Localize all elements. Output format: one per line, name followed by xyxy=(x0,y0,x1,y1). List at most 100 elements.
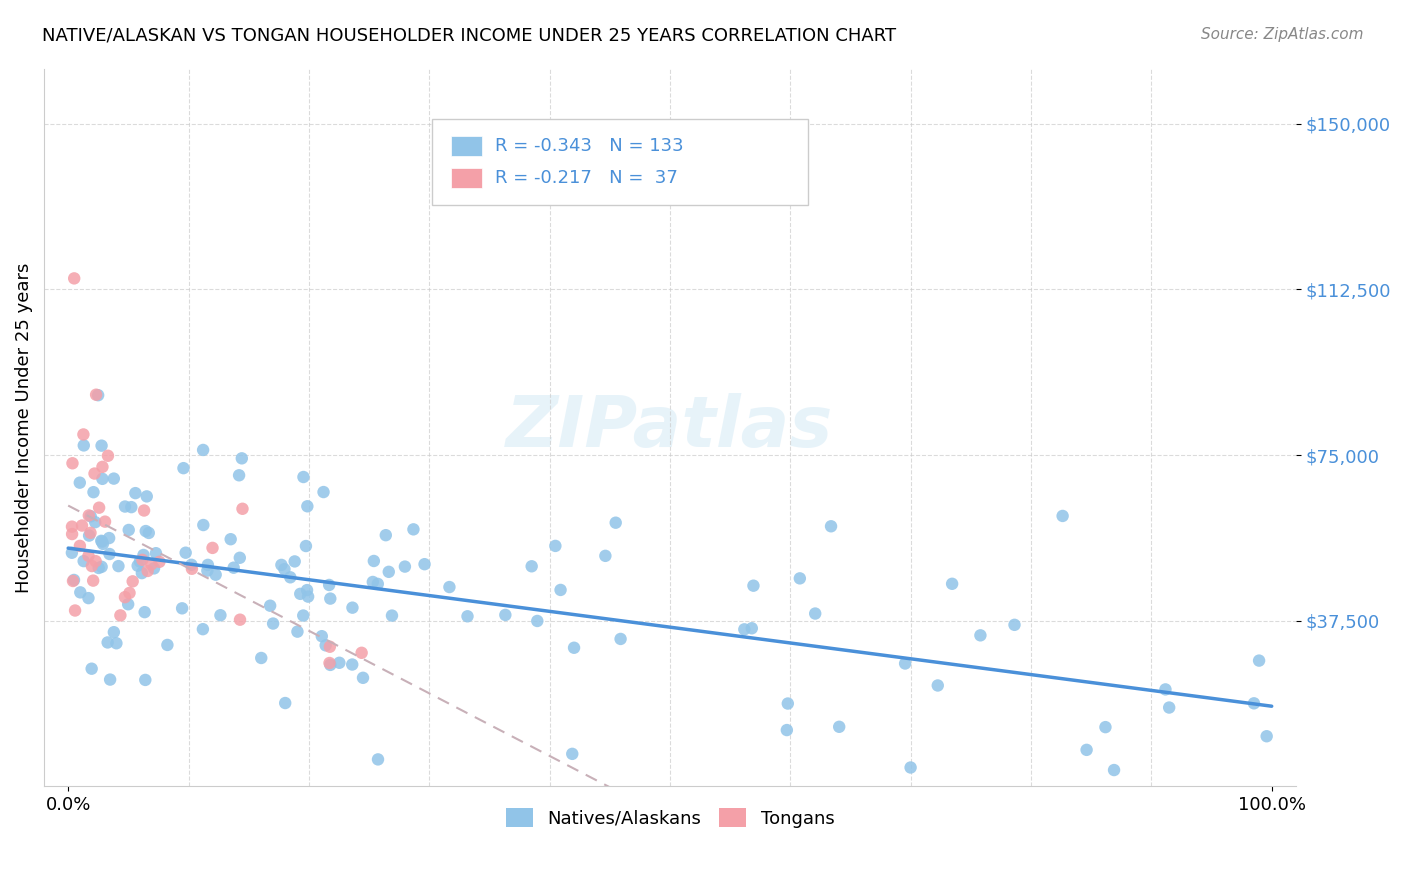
Point xyxy=(73,438,96,452)
Point xyxy=(609,632,631,646)
Point xyxy=(103,472,125,486)
Point xyxy=(292,608,315,623)
Point xyxy=(63,603,86,617)
Point xyxy=(97,635,120,649)
Point xyxy=(77,549,100,563)
Point xyxy=(60,519,83,533)
Point xyxy=(297,590,319,604)
Y-axis label: Householder Income Under 25 years: Householder Income Under 25 years xyxy=(15,262,32,592)
Point xyxy=(311,629,333,643)
Point xyxy=(83,467,105,481)
Point xyxy=(97,449,120,463)
Point xyxy=(927,678,949,692)
Point xyxy=(172,601,194,615)
Point xyxy=(84,515,107,529)
Point xyxy=(80,509,103,524)
Point xyxy=(136,564,159,578)
Point xyxy=(180,558,202,572)
Point xyxy=(295,583,318,598)
Point xyxy=(84,387,107,401)
Point xyxy=(72,427,94,442)
Point xyxy=(132,503,155,517)
Point xyxy=(394,559,416,574)
Point xyxy=(231,501,253,516)
Point xyxy=(350,646,373,660)
Point xyxy=(526,614,548,628)
FancyBboxPatch shape xyxy=(432,119,807,205)
Point xyxy=(1154,682,1177,697)
Point xyxy=(82,574,104,588)
Point xyxy=(274,696,297,710)
Point xyxy=(219,532,242,546)
Point xyxy=(118,586,141,600)
Point xyxy=(197,564,219,578)
Point xyxy=(114,590,136,604)
Point xyxy=(413,557,436,571)
Point xyxy=(70,518,93,533)
Point xyxy=(105,636,128,650)
Point xyxy=(318,656,340,670)
Point xyxy=(457,609,479,624)
Point xyxy=(1004,617,1026,632)
Point xyxy=(134,605,156,619)
Point xyxy=(228,468,250,483)
Point xyxy=(77,508,100,523)
Point xyxy=(439,580,461,594)
Point xyxy=(361,574,384,589)
Point xyxy=(229,550,252,565)
FancyBboxPatch shape xyxy=(451,168,482,187)
Text: NATIVE/ALASKAN VS TONGAN HOUSEHOLDER INCOME UNDER 25 YEARS CORRELATION CHART: NATIVE/ALASKAN VS TONGAN HOUSEHOLDER INC… xyxy=(42,27,896,45)
Point xyxy=(342,600,364,615)
Point xyxy=(80,662,103,676)
Point xyxy=(98,547,121,561)
Point xyxy=(114,500,136,514)
Point xyxy=(544,539,567,553)
Point xyxy=(828,720,851,734)
Point xyxy=(172,461,194,475)
Point xyxy=(378,565,401,579)
Point xyxy=(174,546,197,560)
Point xyxy=(561,747,583,761)
Point xyxy=(91,472,114,486)
Point xyxy=(204,567,226,582)
Point xyxy=(312,485,335,500)
Point xyxy=(741,621,763,635)
Point xyxy=(90,439,112,453)
Point xyxy=(87,500,110,515)
Point xyxy=(367,752,389,766)
Point xyxy=(352,671,374,685)
Text: R = -0.343   N = 133: R = -0.343 N = 133 xyxy=(495,137,683,155)
Point xyxy=(742,579,765,593)
Point xyxy=(295,539,318,553)
Point xyxy=(201,541,224,555)
Point xyxy=(520,559,543,574)
Point xyxy=(110,608,132,623)
Point xyxy=(124,486,146,500)
Point xyxy=(107,559,129,574)
Point xyxy=(69,539,91,553)
Point xyxy=(91,534,114,549)
Point xyxy=(367,577,389,591)
Point xyxy=(143,561,166,575)
Point xyxy=(820,519,842,533)
Point xyxy=(319,591,342,606)
Point xyxy=(562,640,585,655)
Text: Source: ZipAtlas.com: Source: ZipAtlas.com xyxy=(1201,27,1364,42)
Point xyxy=(91,459,114,474)
Point xyxy=(191,622,214,636)
Point xyxy=(77,591,100,606)
Point xyxy=(1243,696,1265,710)
Point xyxy=(138,525,160,540)
Point xyxy=(287,624,309,639)
Point xyxy=(79,525,101,540)
Point xyxy=(69,475,91,490)
Point xyxy=(278,570,301,584)
Point xyxy=(90,533,112,548)
Point xyxy=(804,607,827,621)
Point xyxy=(135,524,157,538)
Point xyxy=(77,528,100,542)
Point xyxy=(402,522,425,536)
Point xyxy=(318,578,340,592)
Point xyxy=(132,548,155,562)
Point xyxy=(733,623,755,637)
